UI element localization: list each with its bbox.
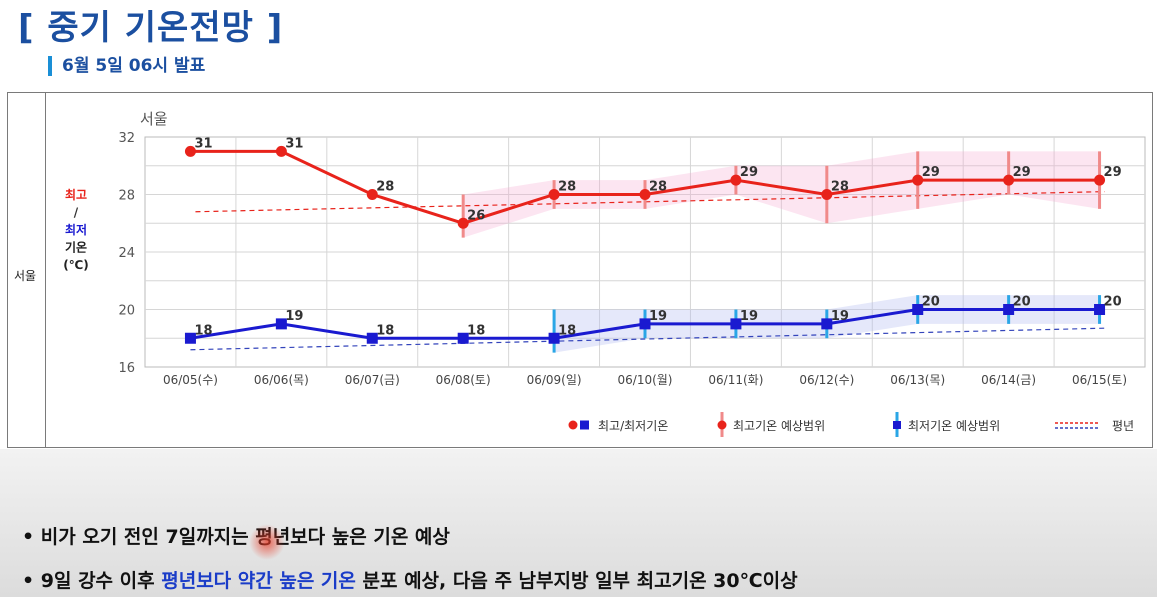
summary-bullet-2-pre: 9일 강수 이후 bbox=[40, 570, 162, 592]
announcement-time: 6월 5일 06시 발표 bbox=[48, 56, 205, 76]
max-temp-label: 29 bbox=[1104, 165, 1122, 180]
min-temp-label: 19 bbox=[285, 309, 303, 324]
x-tick-label: 06/06(목) bbox=[254, 373, 309, 387]
x-tick-label: 06/05(수) bbox=[163, 373, 218, 387]
x-tick-label: 06/11(화) bbox=[708, 373, 763, 387]
row-label: 서울 bbox=[14, 269, 37, 283]
max-temp-point bbox=[275, 145, 287, 157]
y-tick-label: 24 bbox=[118, 246, 135, 261]
max-temp-label: 31 bbox=[194, 136, 212, 151]
min-temp-point bbox=[1094, 304, 1106, 315]
mouse-pointer-highlight bbox=[249, 524, 285, 560]
y-axis-label-line: 기온 bbox=[65, 240, 87, 255]
min-temp-point bbox=[548, 332, 560, 344]
y-axis-label-line: / bbox=[74, 206, 79, 220]
min-temp-point bbox=[639, 318, 651, 330]
max-temp-label: 31 bbox=[285, 136, 303, 151]
normal-max-line bbox=[195, 191, 1105, 213]
max-temp-point bbox=[639, 189, 651, 200]
max-temp-point bbox=[184, 145, 196, 157]
max-temp-point bbox=[912, 174, 924, 186]
chart-title: 서울 bbox=[140, 110, 168, 128]
min-temp-label: 18 bbox=[558, 323, 576, 338]
max-temp-point bbox=[548, 189, 560, 200]
summary-bullet-2: • 9일 강수 이후 평년보다 약간 높은 기온 분포 예상, 다음 주 남부지… bbox=[22, 570, 798, 592]
min-temp-label: 18 bbox=[376, 323, 394, 338]
min-temp-point bbox=[821, 318, 833, 330]
max-temp-label: 29 bbox=[922, 165, 940, 180]
legend-label-temps: 최고/최저기온 bbox=[598, 419, 668, 433]
y-axis-label-line: (℃) bbox=[63, 258, 89, 272]
legend-label-max-range: 최고기온 예상범위 bbox=[733, 419, 825, 433]
summary-bullet-1: • 비가 오기 전인 7일까지는 평년보다 높은 기온 예상 bbox=[22, 526, 450, 548]
x-tick-label: 06/10(월) bbox=[618, 373, 673, 387]
min-temp-label: 20 bbox=[1104, 295, 1122, 310]
legend-label-min-range: 최저기온 예상범위 bbox=[908, 419, 1000, 433]
max-temp-label: 28 bbox=[376, 180, 394, 195]
max-temp-point bbox=[821, 189, 833, 200]
min-temp-point bbox=[275, 318, 287, 330]
y-tick-label: 32 bbox=[118, 131, 135, 146]
y-tick-label: 20 bbox=[118, 304, 135, 319]
x-tick-label: 06/08(토) bbox=[436, 373, 491, 387]
legend-max-marker bbox=[568, 420, 578, 430]
max-temp-point bbox=[730, 174, 742, 186]
max-temp-range-band bbox=[463, 151, 1100, 238]
min-temp-label: 18 bbox=[467, 323, 485, 338]
max-temp-label: 28 bbox=[558, 180, 576, 195]
summary-area bbox=[0, 449, 1157, 597]
x-tick-label: 06/09(일) bbox=[527, 373, 582, 387]
y-tick-label: 28 bbox=[118, 189, 135, 204]
summary-bullet-2-highlight: 평년보다 약간 높은 기온 bbox=[161, 570, 356, 592]
min-temp-point bbox=[457, 332, 469, 344]
min-temp-label: 20 bbox=[922, 295, 940, 310]
legend-label-normal: 평년 bbox=[1112, 419, 1134, 433]
max-temp-point bbox=[366, 189, 378, 200]
min-temp-point bbox=[912, 304, 924, 315]
min-temp-point bbox=[730, 318, 742, 330]
min-temp-label: 20 bbox=[1013, 295, 1031, 310]
max-temp-point bbox=[1094, 174, 1106, 186]
temperature-chart: 16 20 24 28 32 06/05(수) 06/06(목) 06/07(금) 06/08(… bbox=[63, 110, 1146, 437]
min-temp-label: 19 bbox=[740, 309, 758, 324]
min-temp-point bbox=[366, 332, 378, 344]
y-tick-label: 16 bbox=[118, 361, 135, 376]
legend-min-marker bbox=[580, 420, 589, 430]
max-temp-point bbox=[1003, 174, 1015, 186]
min-temp-point bbox=[184, 332, 196, 344]
max-temp-point bbox=[457, 217, 469, 229]
max-temp-label: 28 bbox=[649, 180, 667, 195]
max-temp-label: 29 bbox=[1013, 165, 1031, 180]
y-axis-label-line: 최고 bbox=[65, 187, 87, 202]
x-tick-label: 06/07(금) bbox=[345, 373, 400, 387]
row-label-cell: 서울 bbox=[8, 93, 46, 447]
x-tick-label: 06/13(목) bbox=[890, 373, 945, 387]
y-axis-label-line: 최저 bbox=[65, 222, 87, 237]
max-temp-label: 28 bbox=[831, 180, 849, 195]
max-temp-label: 29 bbox=[740, 165, 758, 180]
min-temp-label: 18 bbox=[194, 323, 212, 338]
x-tick-label: 06/12(수) bbox=[799, 373, 854, 387]
max-temp-label: 26 bbox=[467, 208, 485, 223]
x-tick-label: 06/14(금) bbox=[981, 373, 1036, 387]
summary-bullet-2-post: 분포 예상, 다음 주 남부지방 일부 최고기온 30℃이상 bbox=[355, 570, 798, 592]
min-temp-label: 19 bbox=[831, 309, 849, 324]
x-tick-label: 06/15(토) bbox=[1072, 373, 1127, 387]
page-title: [ 중기 기온전망 ] bbox=[18, 8, 284, 48]
min-temp-label: 19 bbox=[649, 309, 667, 324]
legend-min-range-marker bbox=[893, 421, 901, 429]
min-temp-point bbox=[1003, 304, 1015, 315]
summary-bullet-1-text: 비가 오기 전인 7일까지는 평년보다 높은 기온 예상 bbox=[40, 526, 450, 548]
legend-max-range-marker bbox=[717, 420, 727, 430]
